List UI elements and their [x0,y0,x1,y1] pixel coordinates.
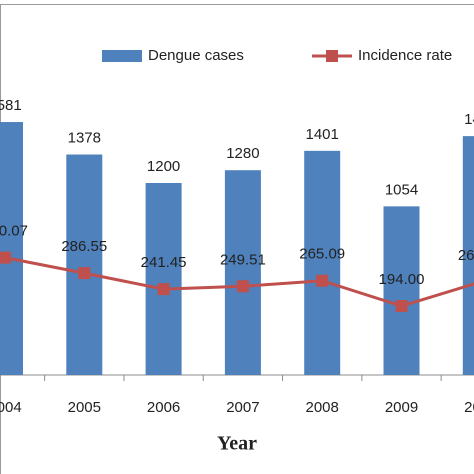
line-label: 241.45 [141,254,187,271]
bar-label: 1493 [464,111,474,128]
line-label: 194.00 [379,271,425,288]
line-marker [157,283,170,296]
legend-swatch [102,50,142,62]
legend-swatch-marker [326,50,338,62]
x-axis-title: Year [217,433,257,455]
line-marker [395,300,408,313]
bar-label: 1581 [0,97,22,114]
x-tick-label: 2004 [0,399,22,416]
bar-label: 1280 [226,145,259,162]
line-marker [236,280,249,293]
x-tick-label: 2007 [226,399,259,416]
line-marker [316,274,329,287]
line-label: 249.51 [220,251,266,268]
legend-label: Dengue cases [148,47,244,64]
line-label: 261.82 [458,247,474,264]
bar [0,122,23,375]
bar-label: 1378 [68,129,101,146]
line-marker [78,267,91,280]
line-label: 265.09 [299,246,345,263]
bar [145,183,182,375]
bar-label: 1054 [385,181,418,198]
bar-label: 1401 [306,126,339,143]
line-label: 330.07 [0,223,28,240]
bar [66,154,103,375]
x-tick-label: 2010 [464,399,474,416]
bar [304,150,341,375]
legend-label: Incidence rate [358,47,452,64]
x-tick-label: 2009 [385,399,418,416]
bar [224,170,261,375]
bar-label: 1200 [147,158,180,175]
x-tick-label: 2006 [147,399,180,416]
line-marker [0,251,11,264]
bar [462,136,474,375]
line-label: 286.55 [61,238,107,255]
bar [383,206,420,375]
x-tick-label: 2005 [68,399,101,416]
x-tick-label: 2008 [306,399,339,416]
